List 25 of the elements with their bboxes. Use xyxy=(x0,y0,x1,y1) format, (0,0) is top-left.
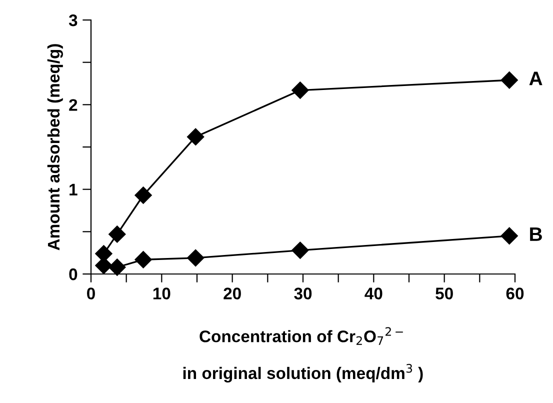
point xyxy=(108,258,126,276)
point xyxy=(134,186,152,204)
y-axis-title: Amount adsorbed (meq/g) xyxy=(47,44,63,250)
x-tick-label: 60 xyxy=(506,288,524,300)
point xyxy=(108,226,126,243)
x-tick-label: 10 xyxy=(153,288,170,300)
text: Concentration of Cr$_{2}$O$_{7}$$^{2−}$ in original solution (meq/dm$^{3}$ ) xyxy=(183,327,423,382)
x-tick-label: 30 xyxy=(294,288,312,300)
x-tick-label: 50 xyxy=(436,288,453,300)
point xyxy=(500,72,518,89)
x-tick-label: 0 xyxy=(87,288,95,300)
point xyxy=(187,128,204,146)
series-label: B xyxy=(530,228,542,241)
point xyxy=(134,251,152,268)
point xyxy=(292,242,309,259)
point xyxy=(500,227,518,244)
y-tick-label: 2 xyxy=(69,99,78,111)
x-tick-label: 40 xyxy=(364,288,382,300)
x-tick-label: 20 xyxy=(224,288,241,300)
point xyxy=(187,249,204,266)
y-tick-label: 1 xyxy=(70,184,78,196)
y-tick-label: 3 xyxy=(68,14,78,26)
point xyxy=(292,82,309,99)
y-tick-label: 0 xyxy=(69,268,78,280)
series-label: A xyxy=(529,72,542,86)
